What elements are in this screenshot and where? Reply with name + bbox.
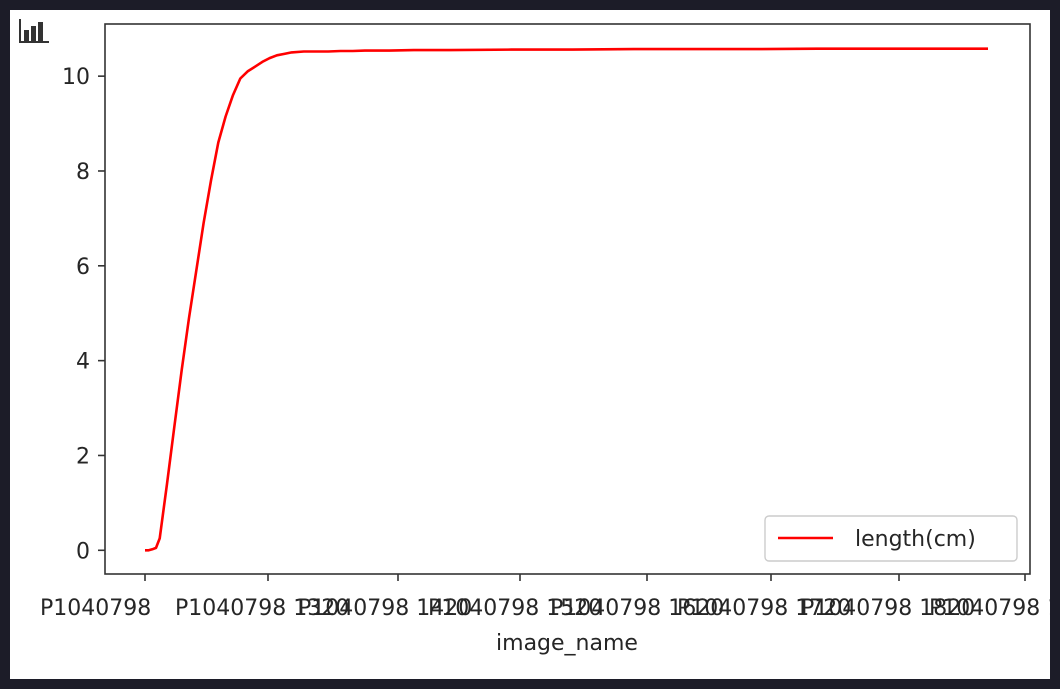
y-tick-label: 6 [76, 255, 90, 280]
x-tick-label: P1040798 1820 [801, 596, 975, 621]
chart-type-icon [19, 19, 49, 43]
y-tick-label: 10 [62, 65, 90, 90]
plot-area [104, 23, 1031, 575]
x-tick-label: P1040798 1520 [428, 596, 602, 621]
y-tick-label: 4 [76, 350, 90, 375]
legend-box [764, 515, 1018, 562]
x-tick-label: P1040798 1420 [298, 596, 472, 621]
y-tick-label: 0 [76, 539, 90, 564]
x-tick-label: P1040798 [40, 596, 151, 621]
x-tick-label: P1040798 1720 [677, 596, 851, 621]
chart-frame: 0 2 4 6 8 10 P1040798 P1040798 1320 P1040798 14… [10, 10, 1050, 679]
x-tick-label: P1040798 1620 [550, 596, 724, 621]
series-line-length-cm [145, 47, 988, 552]
x-tick-label: P1040798 1920 [929, 596, 1050, 621]
legend-label: length(cm) [855, 527, 976, 552]
y-tick-label: 2 [76, 444, 90, 469]
y-axis: 0 2 4 6 8 10 [62, 65, 105, 564]
legend: length(cm) [764, 515, 1018, 562]
x-axis-label: image_name [496, 631, 638, 656]
x-tick-label: P1040798 1320 [175, 596, 349, 621]
y-tick-label: 8 [76, 160, 90, 185]
